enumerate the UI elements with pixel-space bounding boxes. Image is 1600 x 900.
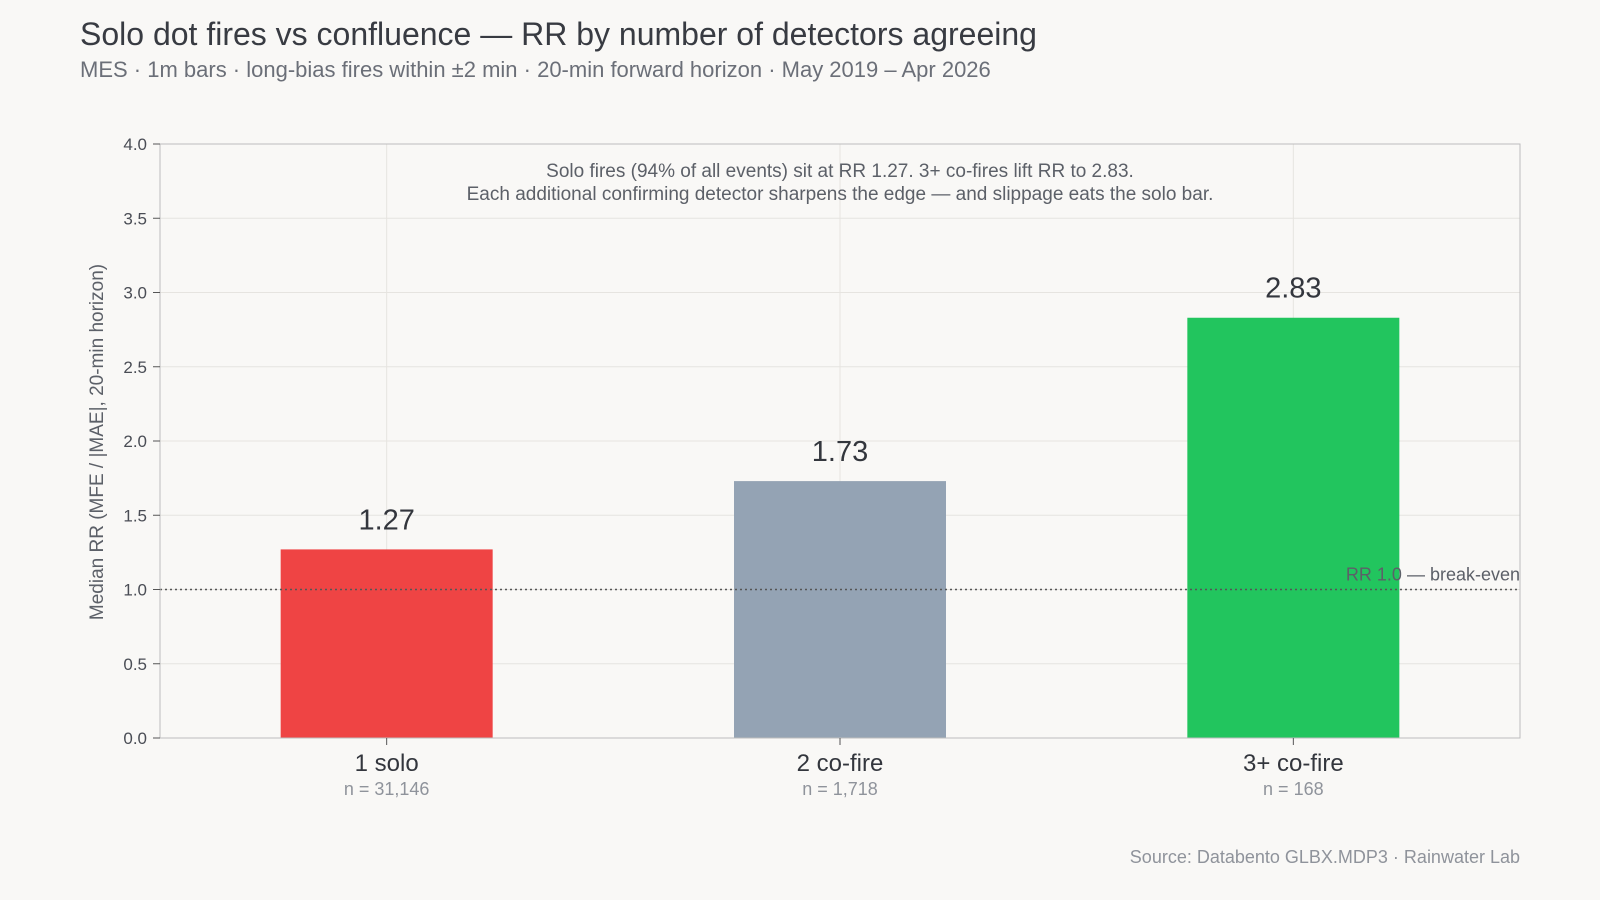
y-tick-label: 2.0 [123, 432, 147, 451]
y-axis: 0.0 0.5 1.0 1.5 2.0 2.5 3.0 3.5 4.0 [123, 135, 160, 748]
reference-line-label: RR 1.0 — break-even [1346, 565, 1520, 585]
y-tick-label: 0.5 [123, 655, 147, 674]
value-label-1: 1.27 [358, 504, 414, 536]
value-labels: 1.27 1.73 2.83 [358, 273, 1321, 537]
value-label-2: 1.73 [812, 436, 868, 468]
bars [280, 317, 1400, 738]
x-tick-label-3: 3+ co-fire [1243, 750, 1344, 777]
bar-2 [734, 481, 946, 738]
annotation-line-1: Solo fires (94% of all events) sit at RR… [546, 161, 1134, 182]
reference-line-group: RR 1.0 — break-even [160, 565, 1520, 591]
y-tick-label: 1.5 [123, 506, 147, 525]
annotation-line-2: Each additional confirming detector shar… [467, 184, 1214, 205]
bar-1 [280, 549, 493, 738]
y-tick-label: 4.0 [123, 135, 147, 154]
value-label-3: 2.83 [1265, 273, 1321, 305]
y-axis-label: Median RR (MFE / |MAE|, 20-min horizon) [87, 264, 108, 620]
y-tick-label: 3.0 [123, 284, 147, 303]
bar-3 [1187, 317, 1400, 738]
x-tick-label-1: 1 solo [355, 750, 419, 777]
y-tick-label: 3.5 [123, 209, 147, 228]
source-note: Source: Databento GLBX.MDP3 · Rainwater … [1130, 847, 1520, 867]
sample-size-1: n = 31,146 [344, 779, 430, 799]
chart-title: Solo dot fires vs confluence — RR by num… [80, 16, 1037, 52]
sample-size-3: n = 168 [1263, 779, 1324, 799]
y-tick-label: 2.5 [123, 358, 147, 377]
y-tick-label: 0.0 [123, 729, 147, 748]
y-tick-label: 1.0 [123, 581, 147, 600]
chart-subtitle: MES · 1m bars · long-bias fires within ±… [80, 57, 991, 82]
x-tick-label-2: 2 co-fire [797, 750, 884, 777]
sample-size-2: n = 1,718 [802, 779, 878, 799]
